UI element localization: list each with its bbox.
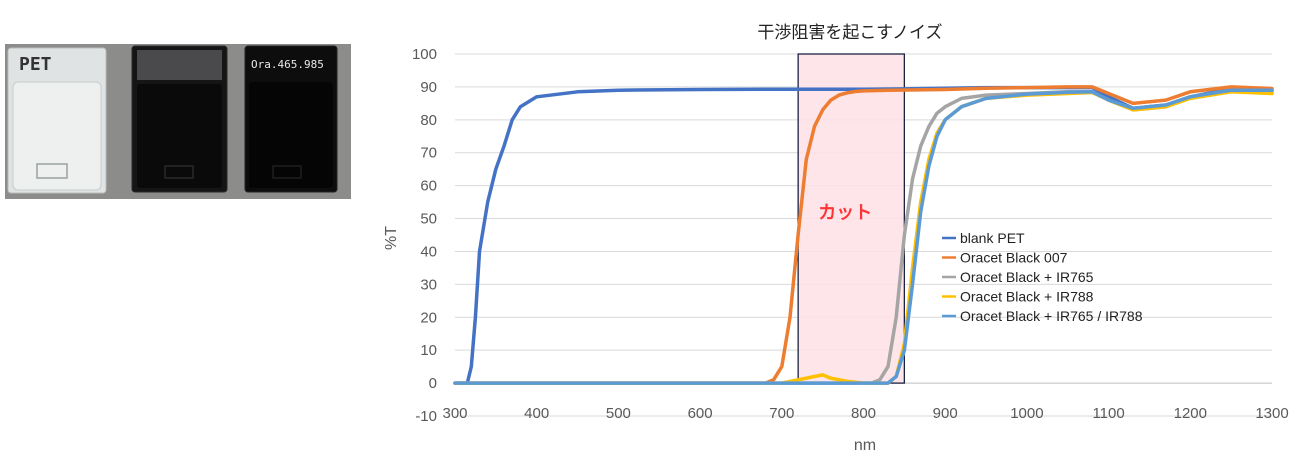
y-tick-label: 0: [429, 375, 437, 392]
y-tick-label: 40: [420, 243, 437, 260]
y-tick-labels: -10 0 10 20 30 40 50 60 70 80 90 100: [412, 46, 437, 425]
x-tick-label: 500: [606, 405, 631, 422]
y-tick-label: 10: [420, 342, 437, 359]
x-tick-label: 700: [769, 405, 794, 422]
x-axis-label: nm: [854, 437, 876, 454]
pet-label: PET: [19, 54, 52, 75]
legend-label: Oracet Black + IR788: [960, 289, 1094, 305]
x-tick-label: 1300: [1255, 405, 1288, 422]
ir-film-label: Ora.465.985: [251, 58, 324, 71]
y-tick-label: 50: [420, 211, 437, 228]
x-tick-label: 400: [524, 405, 549, 422]
y-tick-label: 70: [420, 145, 437, 162]
black-film-ir: [244, 45, 338, 193]
black-film-007: [131, 45, 228, 193]
x-tick-label: 600: [688, 405, 713, 422]
x-tick-label: 800: [851, 405, 876, 422]
legend: blank PET Oracet Black 007 Oracet Black + …: [942, 230, 1143, 324]
x-tick-label: 300: [442, 405, 467, 422]
sample-photo: PET Ora.465.985: [5, 44, 351, 199]
x-tick-label: 900: [933, 405, 958, 422]
y-axis-label: %T: [383, 226, 400, 250]
legend-label: blank PET: [960, 230, 1025, 246]
x-tick-label: 1200: [1174, 405, 1207, 422]
x-tick-label: 1100: [1092, 405, 1124, 422]
legend-label: Oracet Black + IR765 / IR788: [960, 308, 1143, 324]
y-tick-label: 30: [420, 276, 437, 293]
series-lines: [453, 85, 1274, 385]
transmission-chart: カット -10 0 10 20 30 40 50 60 70 80 90 100 300 400 500 6…: [383, 23, 1289, 454]
chart-title: 干渉阻害を起こすノイズ: [757, 23, 942, 43]
series-line-5: [453, 88, 1274, 385]
y-tick-label: 80: [420, 112, 437, 129]
y-tick-label: 100: [412, 46, 437, 63]
y-tick-label: -10: [415, 408, 437, 425]
x-tick-labels: 300 400 500 600 700 800 900 1000 1100 1200 1300: [442, 405, 1288, 422]
pet-film: [7, 47, 107, 194]
y-tick-label: 20: [420, 309, 437, 326]
cut-region: [797, 53, 906, 384]
x-tick-label: 1000: [1010, 405, 1043, 422]
cut-label: カット: [818, 203, 872, 224]
y-tick-label: 60: [420, 178, 437, 195]
legend-label: Oracet Black + IR765: [960, 269, 1094, 285]
series-line-2: [453, 85, 1274, 385]
y-tick-label: 90: [420, 79, 437, 96]
legend-label: Oracet Black 007: [960, 250, 1068, 266]
